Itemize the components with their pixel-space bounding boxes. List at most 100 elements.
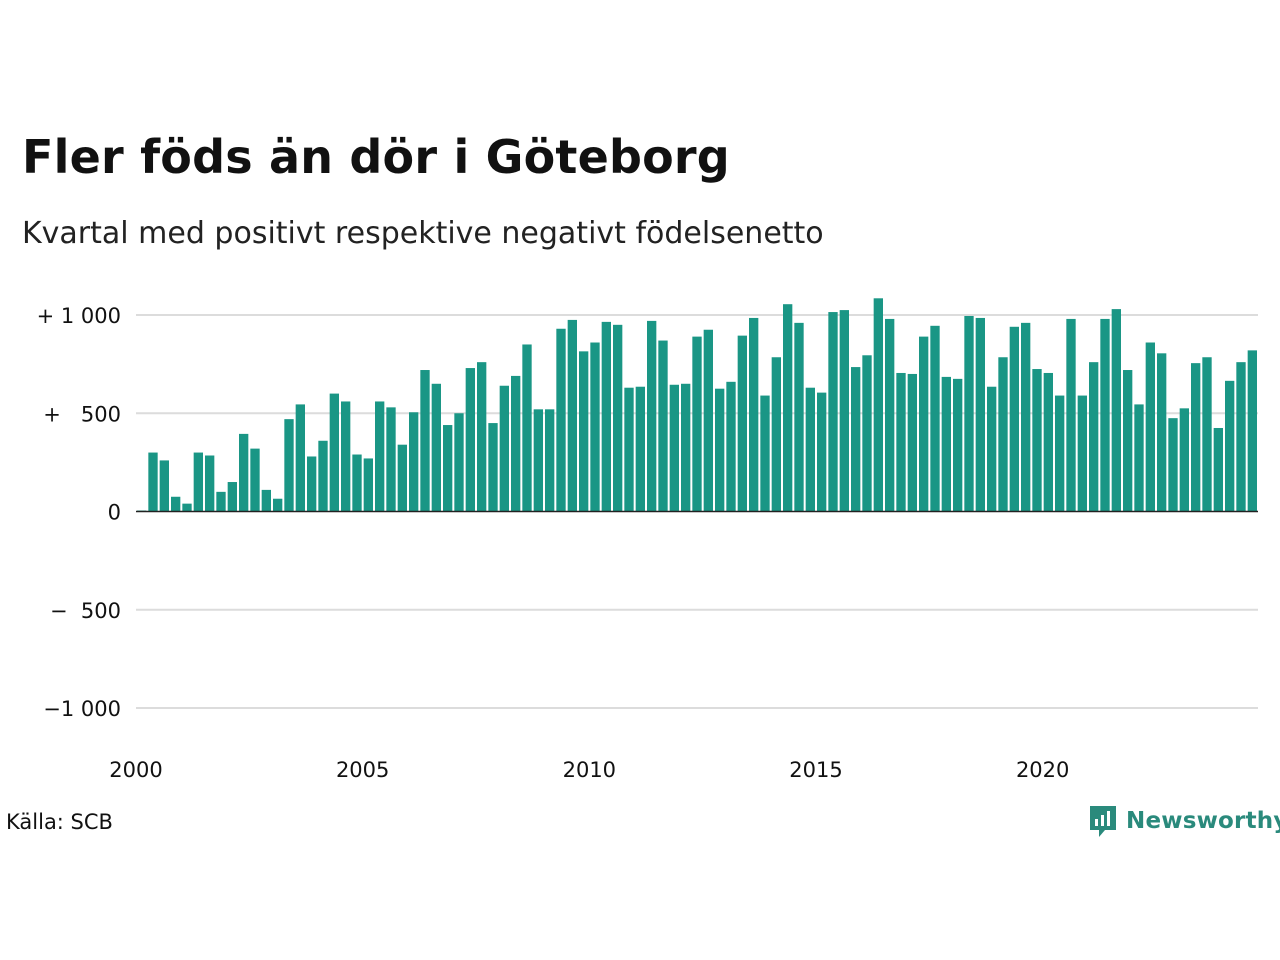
bar bbox=[726, 381, 736, 512]
bar bbox=[1123, 370, 1133, 512]
bars bbox=[137, 298, 1257, 512]
bar bbox=[703, 329, 713, 512]
y-tick-label: + 1 000 bbox=[37, 304, 121, 328]
bar bbox=[737, 335, 747, 512]
bar bbox=[567, 319, 577, 512]
bar bbox=[273, 498, 283, 512]
x-tick-label: 2000 bbox=[109, 758, 162, 782]
bar-chart: + 1 000 + 500 0 − 500 −1 000 2000 2005 2010 201… bbox=[37, 298, 1258, 782]
bar bbox=[635, 386, 645, 512]
bar bbox=[1225, 380, 1235, 512]
bar bbox=[828, 312, 838, 512]
bar bbox=[839, 310, 849, 512]
bar bbox=[307, 456, 317, 512]
bar bbox=[862, 355, 872, 512]
bar bbox=[896, 372, 906, 512]
bar bbox=[760, 395, 770, 512]
bar bbox=[964, 315, 974, 512]
bar bbox=[1247, 350, 1257, 512]
bar bbox=[1043, 372, 1053, 512]
bar bbox=[454, 413, 464, 512]
bar bbox=[805, 387, 815, 512]
bar bbox=[329, 393, 339, 512]
bar bbox=[851, 367, 861, 512]
bar bbox=[647, 320, 657, 512]
bar bbox=[953, 378, 963, 512]
bar bbox=[1066, 318, 1076, 512]
bar bbox=[1191, 363, 1201, 512]
bar bbox=[1032, 369, 1042, 512]
x-tick-label: 2005 bbox=[336, 758, 389, 782]
bar bbox=[205, 455, 215, 512]
bar bbox=[783, 304, 793, 512]
bar bbox=[1021, 322, 1031, 512]
bar bbox=[341, 401, 351, 512]
bar bbox=[443, 425, 453, 512]
y-tick-label: 0 bbox=[108, 501, 121, 525]
bar bbox=[148, 452, 158, 512]
y-tick-label: −1 000 bbox=[43, 697, 121, 721]
bar bbox=[1089, 362, 1099, 512]
x-tick-label: 2015 bbox=[789, 758, 842, 782]
bar bbox=[771, 357, 781, 512]
bar bbox=[295, 404, 305, 512]
y-tick-label: + 500 bbox=[43, 402, 121, 426]
bar bbox=[159, 460, 169, 512]
bar bbox=[545, 409, 555, 512]
bar bbox=[941, 376, 951, 512]
bar bbox=[318, 440, 328, 512]
bar bbox=[817, 392, 827, 512]
bar bbox=[386, 407, 396, 512]
bar bbox=[363, 458, 373, 512]
x-tick-label: 2020 bbox=[1016, 758, 1069, 782]
y-tick-label: − 500 bbox=[50, 599, 121, 623]
bar bbox=[987, 386, 997, 512]
bar bbox=[1157, 353, 1167, 512]
bar bbox=[794, 322, 804, 512]
bar bbox=[658, 340, 668, 512]
bar bbox=[239, 433, 249, 512]
bar bbox=[352, 454, 362, 512]
bar bbox=[601, 321, 611, 512]
bar bbox=[1202, 357, 1212, 512]
bar bbox=[1179, 408, 1189, 512]
bar bbox=[1100, 318, 1110, 512]
x-tick-label: 2010 bbox=[563, 758, 616, 782]
bar bbox=[873, 298, 883, 512]
bar bbox=[488, 423, 498, 512]
bar bbox=[1236, 362, 1246, 512]
bar bbox=[919, 336, 929, 512]
bar bbox=[284, 419, 294, 512]
source-note: Källa: SCB bbox=[6, 810, 113, 834]
bar bbox=[1077, 395, 1087, 512]
bar bbox=[522, 344, 532, 512]
bar bbox=[579, 351, 589, 512]
bar bbox=[1213, 427, 1223, 512]
bar bbox=[749, 317, 759, 512]
bar bbox=[692, 336, 702, 512]
bar bbox=[624, 387, 634, 512]
chart-title: Fler föds än dör i Göteborg bbox=[22, 130, 730, 184]
bar bbox=[409, 412, 419, 512]
bar bbox=[998, 357, 1008, 512]
bar bbox=[227, 482, 237, 512]
newsworthy-logo: Newsworthy bbox=[1088, 804, 1280, 838]
bar bbox=[250, 448, 260, 512]
bar bbox=[1145, 342, 1155, 512]
bar bbox=[669, 384, 679, 512]
brand-name: Newsworthy bbox=[1126, 808, 1280, 834]
y-axis-tick-labels: + 1 000 + 500 0 − 500 −1 000 bbox=[37, 304, 121, 721]
bar bbox=[907, 373, 917, 512]
chart-subtitle: Kvartal med positivt respektive negativt… bbox=[22, 216, 824, 251]
bar bbox=[715, 388, 725, 512]
bar bbox=[1134, 404, 1144, 512]
bar bbox=[499, 385, 509, 512]
bar bbox=[930, 325, 940, 512]
bar bbox=[590, 342, 600, 512]
bar bbox=[681, 383, 691, 512]
bar bbox=[171, 496, 181, 512]
bar bbox=[1168, 418, 1178, 512]
bar bbox=[261, 489, 271, 512]
bar bbox=[477, 362, 487, 512]
bar bbox=[182, 503, 192, 512]
